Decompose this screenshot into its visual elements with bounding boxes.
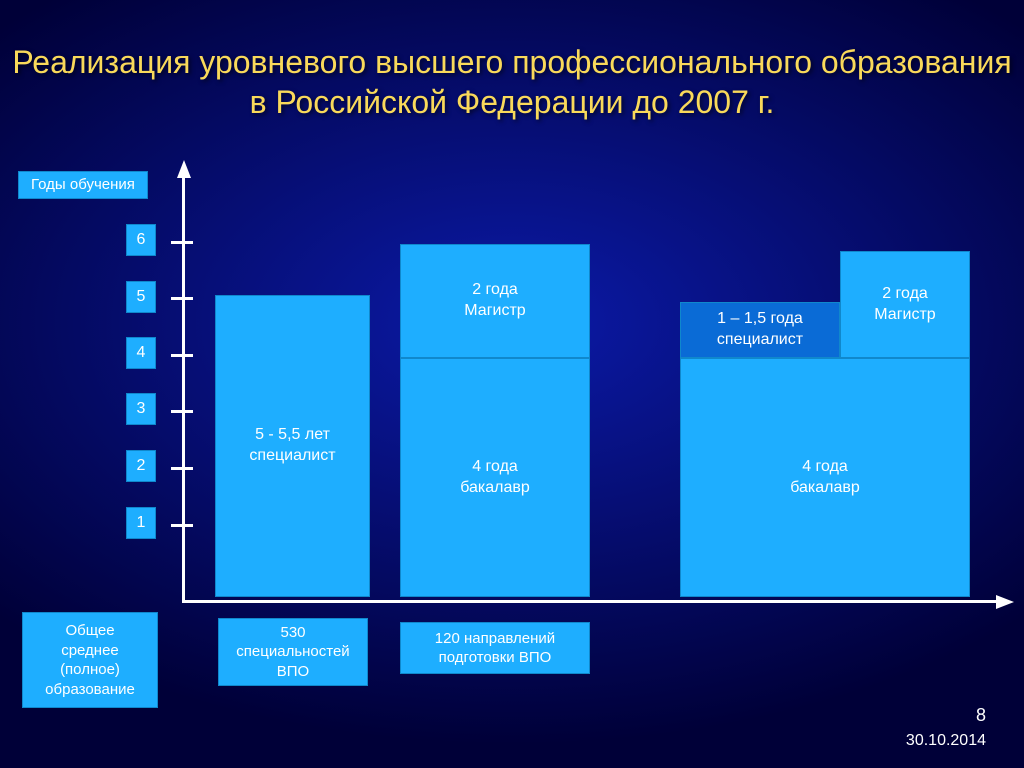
axis-tick xyxy=(171,297,193,300)
y-tick-label: 1 xyxy=(126,507,156,539)
slide: Реализация уровневого высшего профессион… xyxy=(0,0,1024,768)
y-tick-label: 4 xyxy=(126,337,156,369)
axis-tick xyxy=(171,241,193,244)
x-axis-arrow xyxy=(996,595,1014,609)
specialties-box: 530 специальностей ВПО xyxy=(218,618,368,686)
y-tick-label: 3 xyxy=(126,393,156,425)
footer-date: 30.10.2014 xyxy=(906,732,986,750)
master-col2: 2 года Магистр xyxy=(400,244,590,358)
y-tick-label: 5 xyxy=(126,281,156,313)
directions-box: 120 направлений подготовки ВПО xyxy=(400,622,590,674)
y-axis-arrow xyxy=(177,160,191,178)
y-axis xyxy=(182,172,185,600)
page-number: 8 xyxy=(976,705,986,726)
x-axis xyxy=(182,600,1002,603)
axis-tick xyxy=(171,410,193,413)
page-title: Реализация уровневого высшего профессион… xyxy=(0,42,1024,122)
general-education-box: Общее среднее (полное) образование xyxy=(22,612,158,708)
specialist-column: 5 - 5,5 лет специалист xyxy=(215,295,370,597)
y-tick-label: 2 xyxy=(126,450,156,482)
axis-tick xyxy=(171,524,193,527)
bachelor-col3: 4 года бакалавр xyxy=(680,358,970,597)
y-tick-label: 6 xyxy=(126,224,156,256)
y-axis-label: Годы обучения xyxy=(18,171,148,199)
specialist-top-col3: 1 – 1,5 года специалист xyxy=(680,302,840,358)
axis-tick xyxy=(171,354,193,357)
axis-tick xyxy=(171,467,193,470)
master-col3: 2 года Магистр xyxy=(840,251,970,358)
bachelor-col2: 4 года бакалавр xyxy=(400,358,590,597)
